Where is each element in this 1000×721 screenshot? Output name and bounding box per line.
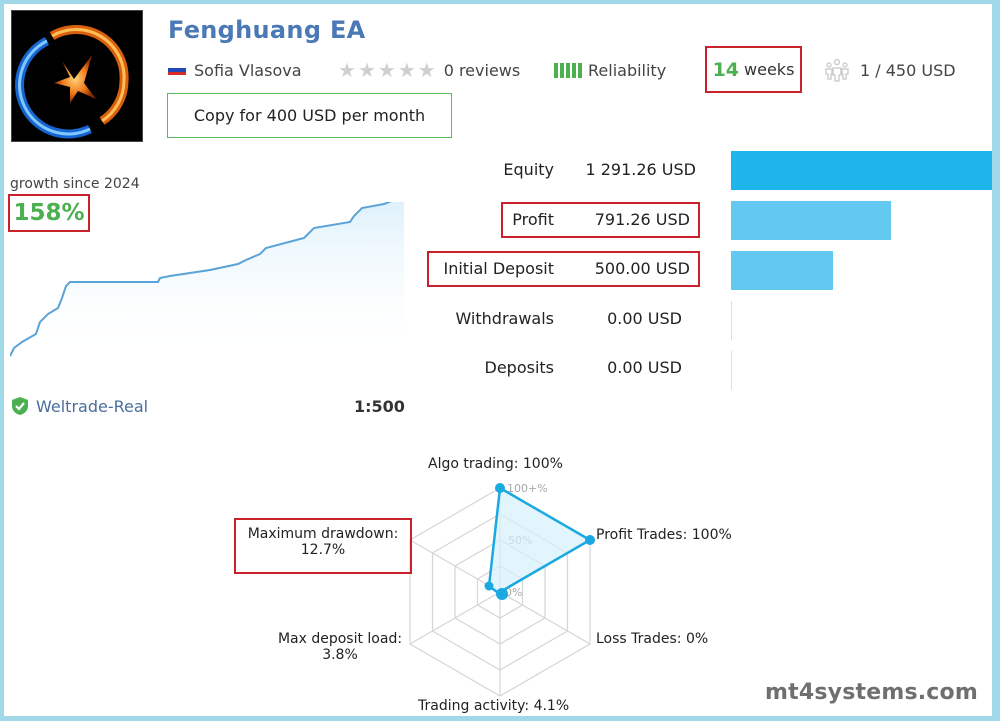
stat-value-withdrawals: 0.00 USD bbox=[607, 309, 682, 328]
stat-value-initial-deposit: 500.00 USD bbox=[594, 259, 690, 278]
phoenix-logo-icon bbox=[12, 11, 142, 141]
radar-chart[interactable]: 100+% 50% 0% bbox=[400, 470, 612, 720]
rating-stars[interactable]: ★ ★ ★ ★ ★ bbox=[338, 58, 436, 82]
stat-bar-deposits bbox=[731, 351, 732, 390]
growth-label: growth since 2024 bbox=[10, 176, 140, 192]
russia-flag-icon bbox=[168, 64, 186, 76]
max-deposit-load-label: Max deposit load: bbox=[277, 631, 403, 647]
star-icon: ★ bbox=[397, 58, 416, 82]
stat-label-initial-deposit: Initial Deposit bbox=[443, 259, 554, 278]
profit-highlight bbox=[501, 202, 700, 238]
growth-line bbox=[10, 202, 392, 357]
radar-points bbox=[484, 483, 595, 600]
stat-value-profit: 791.26 USD bbox=[594, 210, 690, 229]
initial-deposit-highlight bbox=[427, 251, 700, 287]
watermark: mt4systems.com bbox=[765, 680, 978, 705]
copy-subscription-button[interactable]: Copy for 400 USD per month bbox=[167, 93, 452, 138]
max-drawdown-label: Maximum drawdown: bbox=[247, 526, 399, 542]
radar-label-loss-trades: Loss Trades: 0% bbox=[596, 631, 709, 647]
reliability-bars-icon bbox=[554, 62, 582, 78]
stat-label-deposits: Deposits bbox=[484, 358, 555, 377]
radar-label-max-drawdown: Maximum drawdown: 12.7% bbox=[234, 518, 412, 574]
star-icon: ★ bbox=[357, 58, 376, 82]
weeks-label: weeks bbox=[744, 60, 795, 79]
radar-label-profit-trades: Profit Trades: 100% bbox=[596, 527, 732, 543]
star-icon: ★ bbox=[377, 58, 396, 82]
stat-bar-profit bbox=[731, 201, 891, 240]
star-icon: ★ bbox=[338, 58, 356, 82]
growth-value: 158% bbox=[8, 194, 90, 232]
growth-chart[interactable] bbox=[10, 202, 404, 362]
stat-bar-initial-deposit bbox=[731, 251, 833, 290]
reliability-label: Reliability bbox=[588, 60, 667, 80]
page-title[interactable]: Fenghuang EA bbox=[168, 16, 366, 44]
weeks-badge: 14 weeks bbox=[705, 46, 802, 93]
reliability: Reliability bbox=[554, 58, 666, 82]
growth-area bbox=[10, 202, 404, 362]
stat-value-equity: 1 291.26 USD bbox=[585, 160, 696, 179]
avatar bbox=[11, 10, 143, 142]
subscribers-icon bbox=[825, 58, 849, 82]
author-row: Sofia Vlasova bbox=[168, 58, 302, 82]
radar-scale-100: 100+% bbox=[507, 482, 548, 495]
leverage: 1:500 bbox=[354, 397, 405, 416]
radar-label-algo-trading: Algo trading: 100% bbox=[428, 456, 563, 472]
stat-bar-equity bbox=[731, 151, 992, 190]
broker[interactable]: Weltrade-Real bbox=[10, 396, 148, 416]
stat-label-profit: Profit bbox=[512, 210, 554, 229]
weeks-number: 14 bbox=[712, 58, 740, 81]
reviews-count[interactable]: 0 reviews bbox=[443, 60, 521, 80]
broker-name[interactable]: Weltrade-Real bbox=[36, 396, 149, 416]
stat-value-deposits: 0.00 USD bbox=[607, 358, 682, 377]
rating[interactable]: ★ ★ ★ ★ ★ 0 reviews bbox=[338, 58, 520, 82]
max-drawdown-value: 12.7% bbox=[300, 542, 346, 558]
star-icon: ★ bbox=[417, 58, 436, 82]
radar-area bbox=[487, 485, 593, 600]
subscribers: 1 / 450 USD bbox=[824, 58, 956, 82]
author-name[interactable]: Sofia Vlasova bbox=[194, 60, 302, 80]
subscribers-value: 1 / 450 USD bbox=[860, 60, 956, 80]
stat-label-equity: Equity bbox=[503, 160, 554, 179]
stat-bar-withdrawals bbox=[731, 301, 732, 340]
radar-label-trading-activity: Trading activity: 4.1% bbox=[418, 698, 570, 714]
stat-label-withdrawals: Withdrawals bbox=[455, 309, 554, 328]
verified-shield-icon bbox=[12, 397, 28, 415]
signal-card: Fenghuang EA Sofia Vlasova ★ ★ ★ ★ ★ 0 r… bbox=[4, 4, 992, 716]
radar-scale-0: 0% bbox=[505, 586, 522, 599]
radar-label-max-deposit-load: Max deposit load: 3.8% bbox=[266, 631, 414, 663]
max-deposit-load-value: 3.8% bbox=[322, 647, 358, 663]
